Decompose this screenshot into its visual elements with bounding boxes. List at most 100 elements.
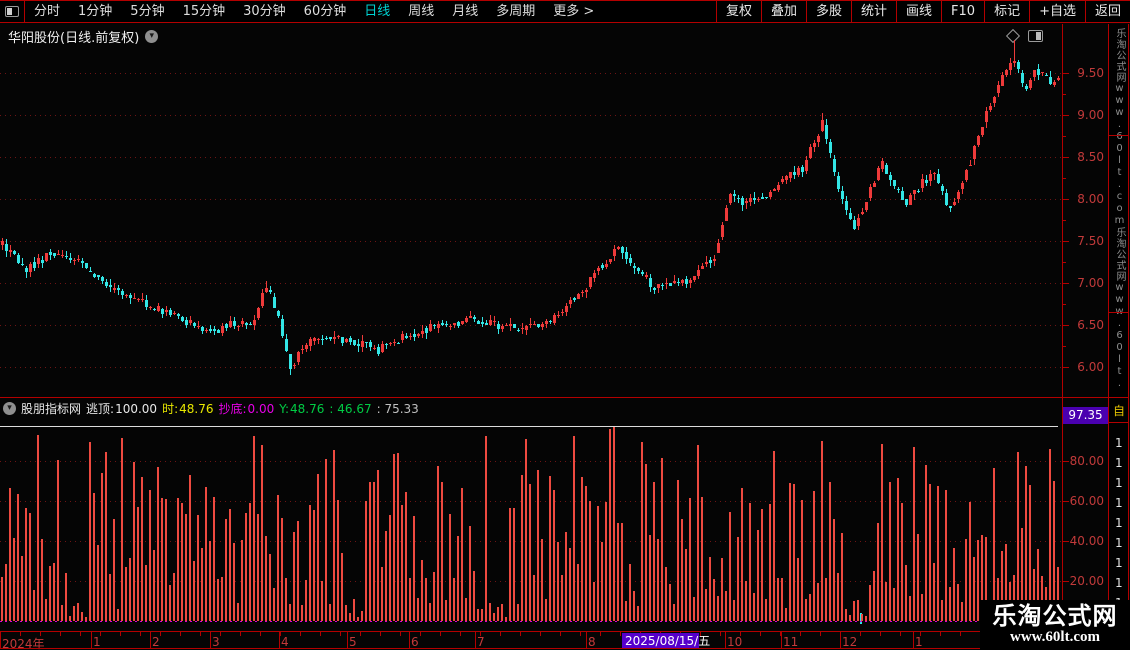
indicator-bar bbox=[669, 584, 671, 621]
time-tick bbox=[913, 632, 914, 649]
time-tick bbox=[150, 632, 151, 649]
indicator-bar bbox=[821, 441, 823, 621]
indicator-bar bbox=[929, 483, 931, 621]
candlestick-chart[interactable] bbox=[0, 24, 1062, 397]
indicator-bar bbox=[769, 503, 771, 621]
period-tab-30分钟[interactable]: 30分钟 bbox=[243, 3, 286, 19]
indicator-bar bbox=[973, 556, 975, 621]
candle-body bbox=[373, 348, 376, 350]
indicator-bar bbox=[141, 477, 143, 621]
period-tab-1分钟[interactable]: 1分钟 bbox=[78, 3, 113, 19]
candle-body bbox=[17, 255, 20, 264]
indicator-bar bbox=[885, 581, 887, 621]
candle-body bbox=[641, 271, 644, 275]
period-tab-分时[interactable]: 分时 bbox=[34, 3, 61, 19]
indicator-bar bbox=[857, 599, 859, 621]
indicator-bar bbox=[361, 610, 363, 621]
time-minor-tick bbox=[880, 632, 881, 636]
watermark-url: www.60lt.com bbox=[1010, 629, 1100, 646]
chevron-down-icon[interactable]: ▾ bbox=[145, 30, 159, 43]
split-window-icon[interactable] bbox=[1028, 30, 1043, 42]
candle-wick bbox=[486, 320, 487, 326]
candle-wick bbox=[970, 159, 971, 167]
candle-body bbox=[321, 339, 324, 341]
period-tab-5分钟[interactable]: 5分钟 bbox=[130, 3, 165, 19]
time-minor-tick bbox=[140, 632, 141, 636]
action-button-+自选[interactable]: +自选 bbox=[1029, 1, 1085, 22]
indicator-bar bbox=[65, 572, 67, 621]
price-minor-tick bbox=[1062, 178, 1066, 179]
candle-wick bbox=[914, 189, 915, 200]
candle-wick bbox=[494, 316, 495, 326]
period-tab-15分钟[interactable]: 15分钟 bbox=[182, 3, 226, 19]
price-minor-tick bbox=[1062, 136, 1066, 137]
candle-body bbox=[813, 143, 816, 147]
time-minor-tick bbox=[940, 632, 941, 636]
indicator-bar bbox=[217, 578, 219, 621]
candle-body bbox=[533, 324, 536, 326]
candle-wick bbox=[1042, 71, 1043, 76]
indicator-chevron-icon[interactable]: ▾ bbox=[3, 402, 16, 415]
period-tab-周线[interactable]: 周线 bbox=[408, 3, 435, 19]
candle-body bbox=[577, 294, 580, 299]
indicator-bar bbox=[1057, 567, 1059, 621]
action-button-复权[interactable]: 复权 bbox=[715, 1, 761, 22]
candle-body bbox=[793, 172, 796, 175]
candle-body bbox=[421, 330, 424, 334]
candle-body bbox=[361, 340, 364, 347]
candle-body bbox=[625, 251, 628, 260]
period-tab-60分钟[interactable]: 60分钟 bbox=[303, 3, 347, 19]
candle-body bbox=[645, 275, 648, 278]
indicator-name[interactable]: 股朋指标网 bbox=[21, 402, 82, 416]
candle-body bbox=[381, 344, 384, 352]
indicator-bar bbox=[421, 559, 423, 621]
period-tab-月线[interactable]: 月线 bbox=[452, 3, 479, 19]
action-button-多股[interactable]: 多股 bbox=[805, 1, 851, 22]
candle-body bbox=[941, 186, 944, 191]
price-minor-tick bbox=[1062, 325, 1066, 326]
action-button-画线[interactable]: 画线 bbox=[896, 1, 941, 22]
indicator-bar bbox=[285, 577, 287, 621]
action-button-返回[interactable]: 返回 bbox=[1084, 1, 1130, 22]
time-minor-tick bbox=[280, 632, 281, 636]
right-sidebar-strip[interactable]: 乐淘公式网www.60lt.com乐淘公式网www.60lt.com乐淘公式网 … bbox=[1108, 24, 1129, 650]
time-minor-tick bbox=[740, 632, 741, 636]
candle-body bbox=[549, 321, 552, 323]
candle-body bbox=[1017, 62, 1020, 69]
indicator-bar bbox=[37, 435, 39, 621]
indicator-bar bbox=[877, 522, 879, 621]
candle-body bbox=[1049, 77, 1052, 85]
indicator-bar bbox=[909, 595, 911, 621]
candle-body bbox=[845, 201, 848, 211]
period-tab-日线[interactable]: 日线 bbox=[364, 3, 391, 19]
indicator-bar bbox=[529, 484, 531, 621]
candle-wick bbox=[454, 322, 455, 329]
indicator-bar bbox=[253, 435, 255, 621]
window-layout-button[interactable] bbox=[0, 0, 25, 23]
indicator-bar bbox=[757, 529, 759, 621]
indicator-bar bbox=[9, 487, 11, 621]
action-button-F10[interactable]: F10 bbox=[941, 1, 984, 22]
period-tab-更多 >[interactable]: 更多 > bbox=[553, 3, 595, 19]
indicator-chart[interactable] bbox=[0, 398, 1062, 631]
period-tab-多周期[interactable]: 多周期 bbox=[496, 3, 536, 19]
candle-body bbox=[921, 179, 924, 189]
candle-body bbox=[445, 323, 448, 326]
candle-body bbox=[89, 270, 92, 272]
candle-body bbox=[553, 314, 556, 323]
gridline-8.00 bbox=[0, 199, 1061, 200]
indicator-bar bbox=[833, 519, 835, 621]
time-minor-tick bbox=[420, 632, 421, 636]
candle-wick bbox=[526, 325, 527, 336]
action-button-统计[interactable]: 统计 bbox=[851, 1, 896, 22]
action-button-叠加[interactable]: 叠加 bbox=[760, 1, 806, 22]
time-minor-tick bbox=[460, 632, 461, 636]
indicator-bar bbox=[73, 605, 75, 621]
candle-body bbox=[29, 263, 32, 272]
candle-body bbox=[825, 125, 828, 139]
candle-body bbox=[357, 344, 360, 347]
action-button-标记[interactable]: 标记 bbox=[984, 1, 1029, 22]
candle-body bbox=[313, 338, 316, 342]
candle-body bbox=[113, 288, 116, 290]
candle-body bbox=[309, 339, 312, 346]
